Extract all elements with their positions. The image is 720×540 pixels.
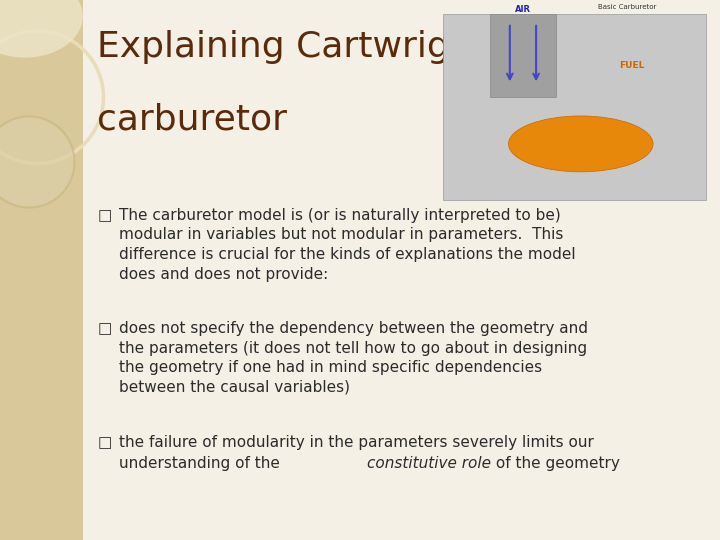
Text: constitutive role: constitutive role: [367, 456, 491, 471]
Text: the failure of modularity in the parameters severely limits our: the failure of modularity in the paramet…: [119, 435, 594, 450]
Text: AIR: AIR: [515, 4, 531, 14]
Text: □: □: [97, 208, 112, 223]
Text: carburetor: carburetor: [97, 103, 287, 137]
Text: □: □: [97, 321, 112, 336]
Bar: [443, 14, 706, 200]
Text: Explaining Cartwright’s: Explaining Cartwright’s: [97, 30, 518, 64]
Text: of the geometry: of the geometry: [492, 456, 621, 471]
Text: Basic Carburetor: Basic Carburetor: [598, 4, 656, 10]
Ellipse shape: [0, 117, 75, 207]
Text: □: □: [97, 435, 112, 450]
Bar: [490, 14, 556, 97]
Text: understanding of the: understanding of the: [119, 456, 284, 471]
Text: The carburetor model is (or is naturally interpreted to be)
modular in variables: The carburetor model is (or is naturally…: [119, 208, 575, 281]
Ellipse shape: [508, 116, 653, 172]
Bar: [0, 0, 83, 540]
Ellipse shape: [0, 0, 83, 58]
Text: does not specify the dependency between the geometry and
the parameters (it does: does not specify the dependency between …: [119, 321, 588, 395]
Text: FUEL: FUEL: [619, 61, 644, 70]
